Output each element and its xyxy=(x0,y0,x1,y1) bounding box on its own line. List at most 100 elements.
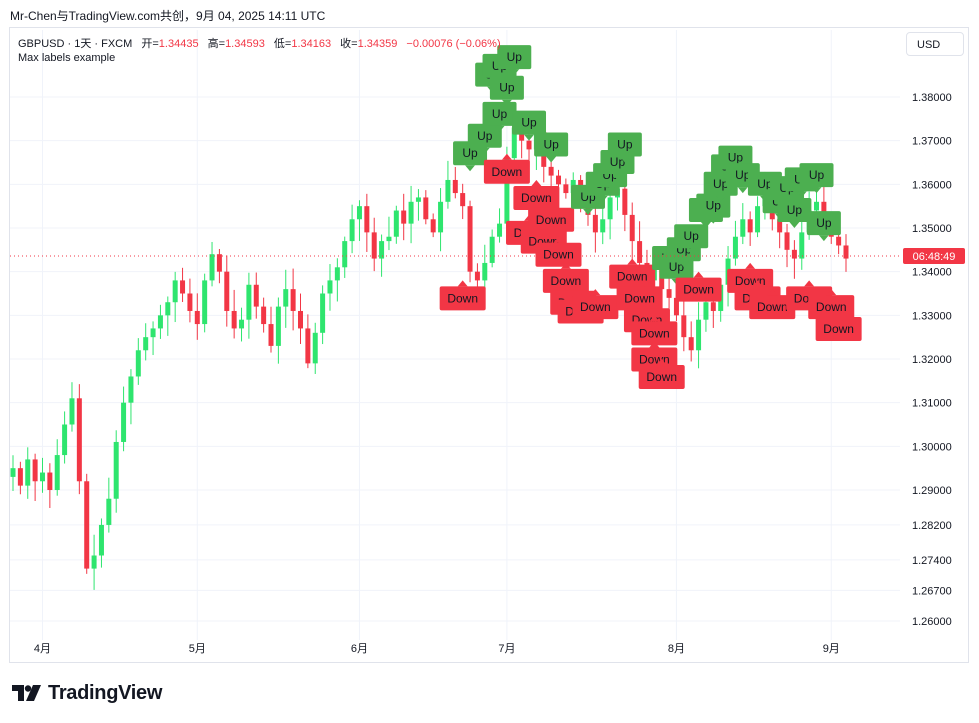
up-signal-label[interactable]: Up xyxy=(497,45,532,76)
up-signal-label[interactable]: Up xyxy=(489,75,524,106)
candle-body[interactable] xyxy=(216,254,222,272)
candle-body[interactable] xyxy=(32,459,38,482)
up-signal-label[interactable]: Up xyxy=(806,211,841,242)
candle-body[interactable] xyxy=(25,459,31,486)
candle-body[interactable] xyxy=(732,236,738,259)
candle-body[interactable] xyxy=(47,472,53,490)
candle-body[interactable] xyxy=(275,306,281,346)
up-signal-label[interactable]: Up xyxy=(467,123,502,154)
candle-body[interactable] xyxy=(799,232,805,259)
down-signal-label[interactable]: Down xyxy=(808,289,855,320)
candle-body[interactable] xyxy=(320,293,326,333)
candle-body[interactable] xyxy=(91,555,97,569)
candle-body[interactable] xyxy=(526,140,532,150)
candle-body[interactable] xyxy=(497,223,503,237)
candle-body[interactable] xyxy=(423,197,429,220)
candle-body[interactable] xyxy=(135,350,141,377)
candle-body[interactable] xyxy=(106,498,112,525)
candle-body[interactable] xyxy=(415,197,421,202)
candle-body[interactable] xyxy=(777,219,783,233)
candle-body[interactable] xyxy=(69,398,75,425)
candle-body[interactable] xyxy=(592,214,598,233)
candle-body[interactable] xyxy=(98,524,104,556)
candle-body[interactable] xyxy=(445,179,451,202)
candle-body[interactable] xyxy=(511,127,517,159)
candle-body[interactable] xyxy=(261,306,267,325)
candle-body[interactable] xyxy=(696,319,702,351)
candle-body[interactable] xyxy=(283,289,289,307)
candle-body[interactable] xyxy=(76,398,82,482)
candle-body[interactable] xyxy=(489,236,495,263)
candle-body[interactable] xyxy=(710,302,716,311)
candle-body[interactable] xyxy=(393,210,399,237)
candle-body[interactable] xyxy=(187,293,193,311)
candle-body[interactable] xyxy=(209,254,215,281)
candle-body[interactable] xyxy=(791,249,797,259)
candle-body[interactable] xyxy=(268,324,274,346)
candle-body[interactable] xyxy=(84,481,90,569)
candle-body[interactable] xyxy=(143,337,149,351)
candle-body[interactable] xyxy=(666,289,672,298)
candle-body[interactable] xyxy=(290,289,296,311)
candle-body[interactable] xyxy=(600,219,606,233)
candle-body[interactable] xyxy=(843,245,849,259)
candle-body[interactable] xyxy=(10,468,16,477)
candle-body[interactable] xyxy=(246,284,252,320)
candle-body[interactable] xyxy=(460,193,466,207)
candle-body[interactable] xyxy=(747,219,753,233)
currency-button[interactable]: USD xyxy=(906,32,964,56)
symbol-label[interactable]: GBPUSD · 1天 · FXCM xyxy=(18,38,133,50)
candle-body[interactable] xyxy=(482,262,488,281)
candle-body[interactable] xyxy=(121,402,127,442)
candle-body[interactable] xyxy=(305,328,311,364)
candle-body[interactable] xyxy=(297,310,303,329)
candle-body[interactable] xyxy=(673,297,679,316)
up-signal-label[interactable]: Up xyxy=(777,198,812,228)
candle-body[interactable] xyxy=(39,472,45,482)
candle-body[interactable] xyxy=(334,267,340,281)
candle-body[interactable] xyxy=(386,236,392,242)
candle-body[interactable] xyxy=(784,232,790,250)
down-signal-label[interactable]: Down xyxy=(439,280,486,311)
candle-body[interactable] xyxy=(371,232,377,259)
candle-body[interactable] xyxy=(128,376,134,403)
candle-body[interactable] xyxy=(622,188,628,215)
candle-body[interactable] xyxy=(408,201,414,224)
candle-body[interactable] xyxy=(202,280,208,325)
candle-body[interactable] xyxy=(814,201,820,211)
up-signal-label[interactable]: Up xyxy=(674,224,709,255)
up-signal-label[interactable]: Up xyxy=(482,101,517,132)
candle-body[interactable] xyxy=(194,310,200,325)
candle-body[interactable] xyxy=(231,310,237,329)
candle-body[interactable] xyxy=(342,241,348,268)
candle-body[interactable] xyxy=(180,280,186,294)
down-signal-label[interactable]: Down xyxy=(528,201,575,232)
down-signal-label[interactable]: Down xyxy=(483,153,530,184)
candle-body[interactable] xyxy=(172,280,178,303)
down-signal-label[interactable]: Down xyxy=(638,359,685,389)
candle-body[interactable] xyxy=(452,179,458,194)
down-signal-label[interactable]: Down xyxy=(572,289,619,320)
down-signal-label[interactable]: Down xyxy=(609,258,656,289)
candle-body[interactable] xyxy=(703,302,709,320)
candle-body[interactable] xyxy=(165,302,171,316)
candle-body[interactable] xyxy=(740,219,746,237)
candle-body[interactable] xyxy=(327,280,333,294)
candle-body[interactable] xyxy=(755,206,761,233)
down-signal-label[interactable]: Down xyxy=(513,179,560,210)
up-signal-label[interactable]: Up xyxy=(799,163,834,194)
candle-body[interactable] xyxy=(113,441,119,499)
candle-body[interactable] xyxy=(607,197,613,220)
candle-body[interactable] xyxy=(430,219,436,233)
candle-body[interactable] xyxy=(836,236,842,246)
candle-body[interactable] xyxy=(62,424,68,456)
candle-body[interactable] xyxy=(629,214,635,242)
candle-body[interactable] xyxy=(504,158,510,224)
candle-body[interactable] xyxy=(54,455,60,490)
candle-body[interactable] xyxy=(349,219,355,242)
up-signal-label[interactable]: Up xyxy=(534,132,569,163)
candle-body[interactable] xyxy=(312,332,318,364)
up-signal-label[interactable]: Up xyxy=(512,110,547,141)
indicator-label[interactable]: Max labels example xyxy=(18,52,116,64)
